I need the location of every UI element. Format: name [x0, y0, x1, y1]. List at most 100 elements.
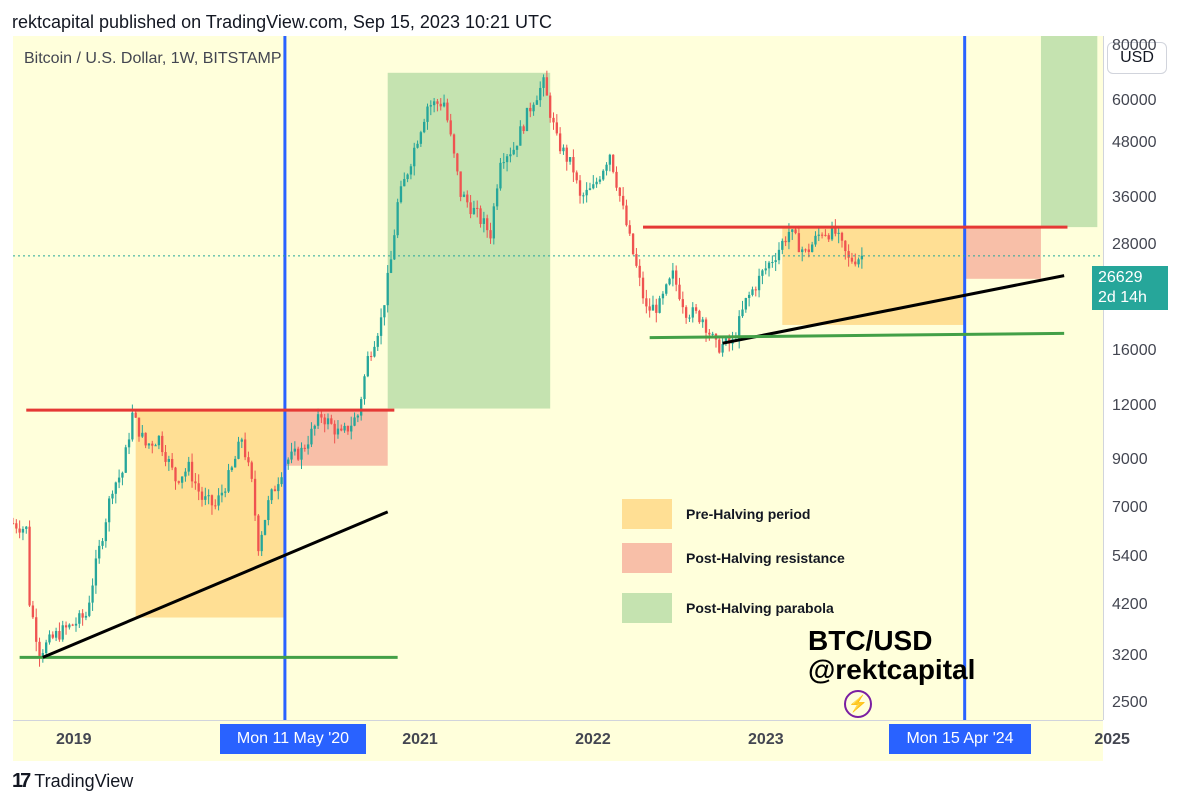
candle: [409, 163, 413, 180]
candle-body: [708, 332, 711, 335]
candle-body: [389, 259, 393, 273]
candle-body: [91, 585, 94, 603]
price-scale[interactable]: [1103, 36, 1200, 720]
candle: [721, 338, 724, 357]
candle: [658, 295, 661, 314]
candle: [645, 289, 648, 314]
candle: [631, 233, 635, 256]
candle: [492, 203, 495, 245]
candle-body: [598, 179, 602, 182]
candle-body: [840, 232, 844, 241]
candle: [744, 297, 747, 313]
candle-body: [121, 472, 124, 478]
candle: [741, 300, 744, 318]
candle-body: [174, 467, 177, 482]
candle: [764, 260, 767, 275]
candle: [675, 265, 678, 292]
candle-body: [661, 293, 665, 299]
chart-pane[interactable]: [13, 36, 1103, 720]
candle-body: [68, 624, 71, 628]
candle: [661, 291, 665, 305]
candle-body: [771, 262, 774, 264]
candle: [399, 180, 403, 204]
candle-body: [383, 305, 386, 318]
candle-body: [131, 412, 134, 440]
candle: [854, 253, 857, 267]
candle-body: [751, 289, 754, 295]
candle: [21, 526, 25, 541]
candle-body: [675, 270, 678, 285]
price-tick-label: 7000: [1112, 499, 1148, 517]
candle: [840, 231, 844, 248]
candle-body: [290, 451, 293, 460]
candle-body: [429, 105, 432, 107]
candle-body: [718, 339, 721, 353]
candle: [830, 221, 834, 242]
candle-body: [31, 605, 35, 618]
currency-button[interactable]: USD: [1107, 42, 1167, 74]
candle: [147, 443, 151, 449]
candle-body: [230, 467, 234, 471]
candle: [416, 140, 419, 149]
candle-body: [738, 316, 741, 340]
candle: [383, 305, 386, 326]
candle-body: [147, 443, 151, 446]
candle: [54, 627, 58, 642]
candle: [323, 413, 326, 433]
candle-body: [293, 448, 297, 452]
candle-body: [615, 171, 618, 188]
candle-body: [353, 417, 356, 426]
legend-swatch-1: [622, 543, 672, 573]
candle: [423, 118, 426, 134]
trendline-13: [649, 331, 1065, 340]
time-tick-label: 2021: [402, 731, 438, 748]
publish-header: rektcapital published on TradingView.com…: [12, 12, 552, 32]
candle-body: [413, 147, 416, 167]
candle: [200, 486, 204, 507]
bolt-icon[interactable]: ⚡: [844, 690, 872, 718]
candle: [280, 472, 283, 487]
candle: [144, 432, 147, 449]
candle-body: [645, 298, 648, 307]
candle-body: [224, 491, 227, 493]
candle-body: [694, 307, 698, 311]
candle-body: [449, 120, 452, 135]
candle-body: [820, 234, 824, 236]
candle-body: [512, 149, 515, 155]
candle-body: [562, 147, 565, 152]
candle: [555, 114, 558, 136]
candle: [575, 170, 578, 184]
candle: [257, 513, 260, 556]
candle-body: [665, 284, 668, 294]
candle-body: [280, 477, 283, 485]
candle-body: [306, 444, 310, 449]
candle-body: [227, 470, 230, 492]
candle-body: [515, 145, 519, 150]
candle-body: [628, 225, 631, 234]
candle: [108, 495, 111, 532]
candle: [15, 519, 18, 534]
candle-body: [595, 181, 598, 185]
candle: [35, 608, 38, 652]
candle: [844, 240, 847, 260]
candle-body: [784, 240, 787, 243]
candle: [260, 531, 263, 557]
candle: [330, 414, 333, 425]
candle: [598, 176, 602, 185]
trendline-12: [722, 274, 1065, 345]
candle: [585, 182, 588, 203]
candle: [595, 177, 598, 188]
candle: [456, 152, 459, 176]
candle-body: [144, 432, 147, 446]
candle: [837, 228, 840, 244]
candle: [714, 333, 718, 348]
candle-body: [426, 106, 429, 122]
candle: [605, 162, 608, 176]
candle: [393, 229, 396, 260]
candle-body: [13, 523, 15, 525]
candle: [592, 175, 595, 190]
candle: [827, 233, 830, 242]
candle-body: [260, 534, 263, 552]
candle-body: [18, 528, 21, 533]
candle: [651, 295, 655, 311]
